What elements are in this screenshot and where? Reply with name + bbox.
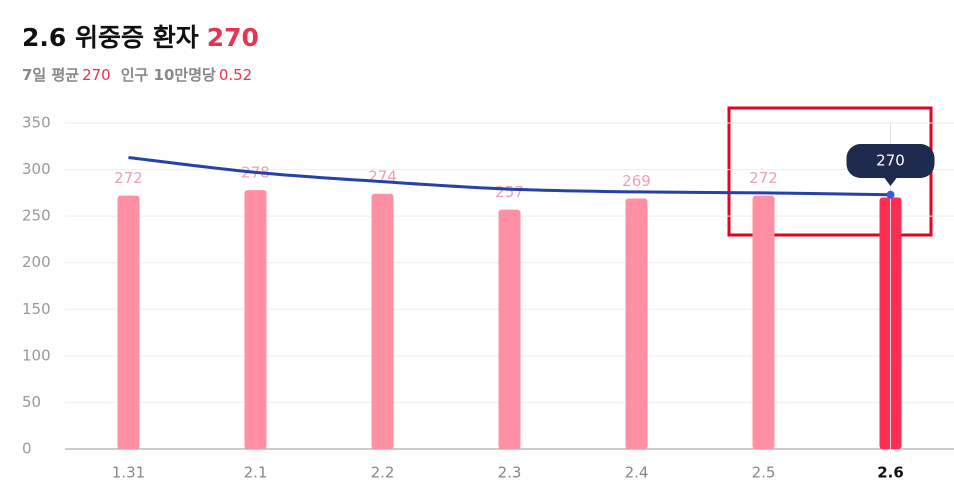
x-tick-label: 2.3 [498, 464, 522, 482]
point [886, 190, 895, 199]
y-tick-label: 150 [22, 300, 51, 318]
value-label: 257 [495, 183, 524, 201]
value-label: 272 [114, 169, 143, 187]
x-tick-label: 2.5 [752, 464, 776, 482]
value-label: 269 [622, 172, 651, 190]
y-tick-label: 250 [22, 207, 51, 225]
value-label: 272 [749, 169, 778, 187]
x-tick-label: 2.1 [244, 464, 268, 482]
avg-value: 270 [82, 66, 111, 84]
bar [498, 209, 521, 449]
count: 270 [206, 23, 259, 52]
bar [752, 195, 775, 449]
title: 2.6 위중증 환자 [22, 23, 199, 52]
x-tick-label: 2.6 [877, 464, 904, 482]
title-row: 2.6 위중증 환자 270 [22, 18, 262, 54]
bar [244, 190, 267, 449]
y-tick-label: 350 [22, 114, 51, 132]
x-tick-label: 2.2 [371, 464, 395, 482]
subtitle: 7일 평균 270 인구 10만명당 0.52 [22, 64, 262, 85]
y-tick-label: 50 [22, 393, 41, 411]
header: 2.6 위중증 환자 270 7일 평균 270 인구 10만명당 0.52 [22, 18, 262, 85]
y-tick-label: 300 [22, 160, 51, 178]
y-tick-label: 100 [22, 346, 51, 364]
bar [371, 193, 394, 449]
bar [117, 195, 140, 449]
per-label: 인구 10만명당 [120, 66, 216, 84]
tooltip-text: 270 [876, 152, 905, 170]
line [128, 155, 891, 197]
avg-label: 7일 평균 [22, 66, 80, 84]
x-tick-label: 2.4 [625, 464, 649, 482]
bar [625, 198, 648, 449]
tooltip-bg [846, 144, 935, 186]
per-value: 0.52 [218, 66, 253, 84]
y-tick-label: 200 [22, 253, 51, 271]
x-tick-label: 1.31 [112, 464, 145, 482]
y-tick-label: 0 [22, 440, 32, 458]
